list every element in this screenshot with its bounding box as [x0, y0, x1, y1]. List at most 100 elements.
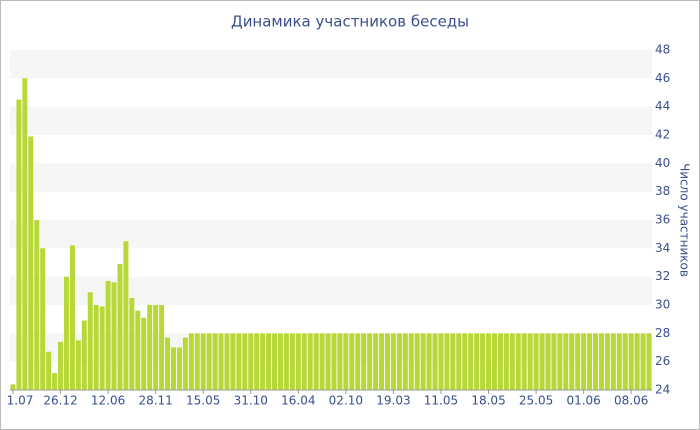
- bar: [468, 333, 474, 390]
- bar: [628, 333, 634, 390]
- bar: [283, 333, 289, 390]
- bar: [313, 333, 319, 390]
- bar: [141, 317, 147, 390]
- bar: [218, 333, 224, 390]
- x-tick-label: 28.11: [138, 394, 172, 408]
- bar: [159, 305, 165, 390]
- bar: [509, 333, 515, 390]
- bar: [224, 333, 230, 390]
- bar: [129, 297, 135, 390]
- bar: [527, 333, 533, 390]
- bar: [587, 333, 593, 390]
- x-tick-label: 25.05: [519, 394, 553, 408]
- bar: [46, 351, 52, 390]
- bar: [444, 333, 450, 390]
- bar: [248, 333, 254, 390]
- bar: [367, 333, 373, 390]
- bar: [230, 333, 236, 390]
- grid-band: [10, 50, 652, 79]
- bar: [575, 333, 581, 390]
- x-tick-label: 02.10: [329, 394, 363, 408]
- bar: [521, 333, 527, 390]
- bar: [176, 347, 182, 390]
- bar: [188, 333, 194, 390]
- bar: [622, 333, 628, 390]
- bar: [319, 333, 325, 390]
- bar: [34, 220, 40, 390]
- bar: [170, 347, 176, 390]
- bar: [117, 263, 123, 390]
- bar: [408, 333, 414, 390]
- bar: [593, 333, 599, 390]
- bar: [497, 333, 503, 390]
- y-tick-label: 28: [655, 326, 670, 340]
- bar: [147, 305, 153, 390]
- bar: [539, 333, 545, 390]
- bar: [474, 333, 480, 390]
- bar: [28, 136, 34, 390]
- bar: [456, 333, 462, 390]
- y-tick-label: 26: [655, 354, 670, 368]
- x-tick-label: 19.03: [376, 394, 410, 408]
- grid-band: [10, 333, 652, 362]
- x-tick-label: 31.10: [234, 394, 268, 408]
- x-tick-label: 12.06: [91, 394, 125, 408]
- bar: [295, 333, 301, 390]
- bar: [462, 333, 468, 390]
- bar: [236, 333, 242, 390]
- bar: [515, 333, 521, 390]
- bar: [491, 333, 497, 390]
- y-tick-label: 40: [655, 156, 670, 170]
- bar: [58, 341, 64, 390]
- x-tick-label: 15.05: [186, 394, 220, 408]
- bar: [200, 333, 206, 390]
- bar: [81, 320, 87, 390]
- y-tick-label: 30: [655, 298, 670, 312]
- grid-band: [10, 220, 652, 249]
- bar: [349, 333, 355, 390]
- bar: [355, 333, 361, 390]
- bar: [111, 282, 117, 390]
- bar: [99, 306, 105, 390]
- bar: [551, 333, 557, 390]
- bar: [480, 333, 486, 390]
- bar: [557, 333, 563, 390]
- bar: [69, 245, 75, 390]
- grid-band: [10, 276, 652, 305]
- x-tick-label: 11.05: [424, 394, 458, 408]
- bar: [426, 333, 432, 390]
- bar: [420, 333, 426, 390]
- bar: [266, 333, 272, 390]
- bar: [343, 333, 349, 390]
- bar: [325, 333, 331, 390]
- bar: [616, 333, 622, 390]
- y-tick-label: 48: [655, 43, 670, 57]
- bar: [93, 305, 99, 390]
- bar: [414, 333, 420, 390]
- bar: [640, 333, 646, 390]
- bar: [384, 333, 390, 390]
- y-tick-label: 36: [655, 213, 670, 227]
- bar: [52, 373, 58, 390]
- bar: [396, 333, 402, 390]
- bar: [182, 337, 188, 390]
- bar: [598, 333, 604, 390]
- bar: [581, 333, 587, 390]
- y-tick-label: 34: [655, 241, 670, 255]
- x-tick-label: 16.04: [281, 394, 315, 408]
- x-tick-label: 01.06: [566, 394, 600, 408]
- bar: [646, 333, 652, 390]
- x-tick-label: 26.12: [43, 394, 77, 408]
- y-tick-label: 46: [655, 71, 670, 85]
- bar: [438, 333, 444, 390]
- bar: [260, 333, 266, 390]
- bar: [40, 248, 46, 390]
- bar: [402, 333, 408, 390]
- bar: [10, 384, 16, 390]
- bar: [16, 99, 22, 390]
- bar: [165, 337, 171, 390]
- y-tick-label: 24: [655, 383, 670, 397]
- bar: [337, 333, 343, 390]
- y-tick-label: 38: [655, 184, 670, 198]
